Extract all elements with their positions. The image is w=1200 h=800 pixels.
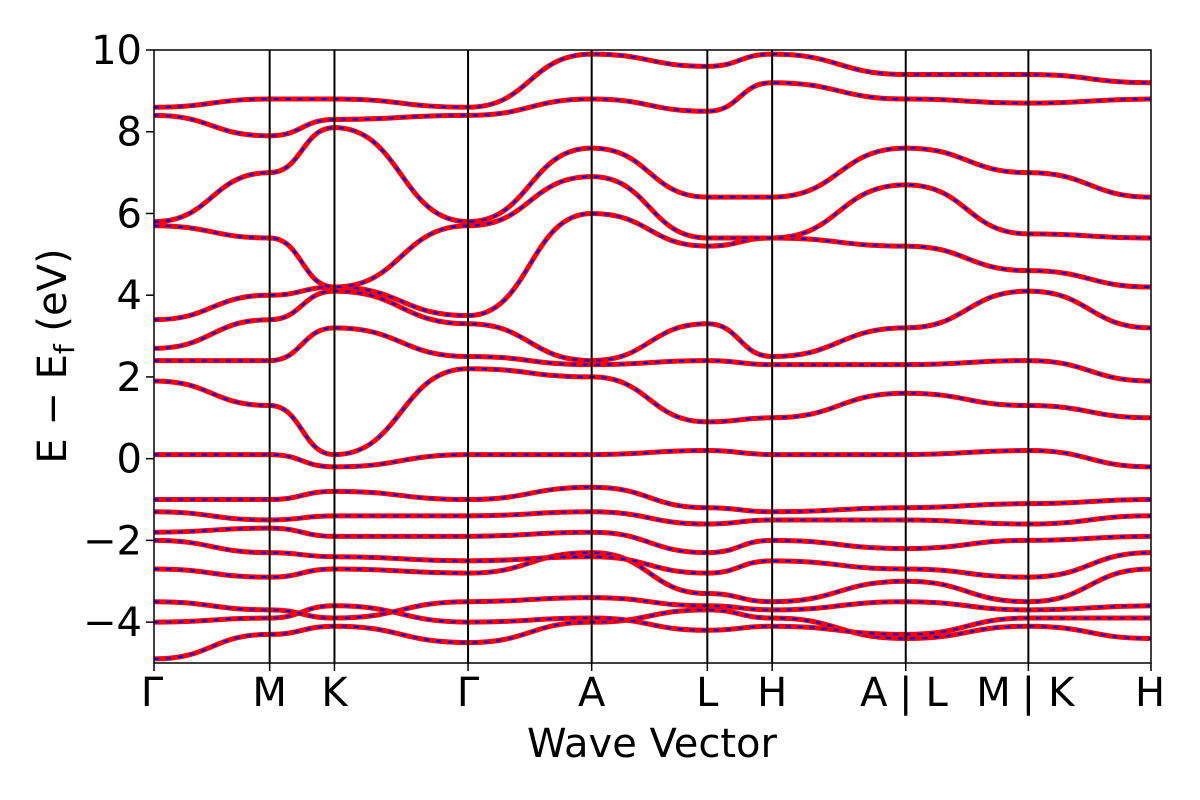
x-tick-label: L [696, 670, 719, 716]
band-7-red-line [154, 484, 1152, 515]
band-16-blue-line [153, 52, 1152, 109]
x-tick-label: H [1135, 670, 1165, 716]
x-tick-label: K [321, 670, 349, 716]
x-tick-label: M [976, 670, 1011, 716]
x-axis-ticks: Γ M K Γ A L H A | L M | K H [141, 663, 1165, 716]
band-5-blue-line [153, 527, 1152, 554]
band-8-red-line [153, 447, 1152, 470]
band-15-blue-line [153, 81, 1152, 137]
band-1-blue-line [153, 604, 1151, 636]
y-axis-ticks: −4 −2 0 2 4 6 8 10 [83, 28, 154, 646]
y-axis-label-unit: (eV) [30, 248, 76, 344]
band-6-blue-line [153, 510, 1152, 526]
y-axis-label-main: E − E [30, 354, 76, 464]
x-axis-label: Wave Vector [527, 721, 778, 767]
x-tick-label: A [578, 670, 606, 716]
y-axis-label: E − Ef (eV) [30, 248, 81, 463]
y-tick-label: −2 [83, 518, 142, 564]
band-6-red-line [153, 509, 1152, 527]
x-tick-label: | [1022, 670, 1035, 716]
band-3-blue-line [153, 551, 1152, 603]
plot-frame [153, 49, 1152, 664]
band-10-blue-line [153, 326, 1152, 383]
y-tick-label: 6 [117, 191, 142, 237]
x-tick-label: L [925, 670, 948, 716]
band-16-red-line [153, 51, 1152, 110]
band-0-blue-line [153, 608, 1152, 661]
band-14-red-line [153, 125, 1152, 225]
band-12-blue-line [153, 212, 1152, 321]
high-symmetry-lines [268, 50, 1030, 663]
band-13-blue-line [153, 175, 1152, 289]
y-tick-label: 2 [117, 355, 142, 401]
band-10-red-line [153, 325, 1152, 384]
x-tick-label: H [757, 670, 787, 716]
x-tick-label: Γ [141, 670, 164, 716]
band-11-red-line [153, 288, 1152, 364]
band-9-red-line [153, 366, 1152, 458]
band-lines [153, 51, 1152, 662]
band-15-red-line [153, 80, 1152, 139]
x-tick-label: Γ [457, 670, 480, 716]
band-9-blue-line [153, 367, 1152, 456]
y-tick-label: 4 [117, 273, 142, 319]
x-tick-label: M [252, 670, 287, 716]
x-tick-label: K [1048, 670, 1076, 716]
y-tick-label: −4 [83, 600, 142, 646]
y-tick-label: 10 [91, 28, 142, 74]
band-8-blue-line [153, 449, 1152, 468]
band-4-blue-line [153, 539, 1152, 579]
y-tick-label: 0 [117, 437, 142, 483]
band-11-blue-line [153, 290, 1152, 362]
y-axis-label-sub: f [48, 343, 81, 354]
x-tick-label: A [860, 670, 888, 716]
x-tick-label: | [899, 670, 912, 716]
band-2-blue-line [153, 596, 1152, 620]
band-7-blue-line [154, 486, 1152, 513]
y-tick-label: 8 [117, 110, 142, 156]
